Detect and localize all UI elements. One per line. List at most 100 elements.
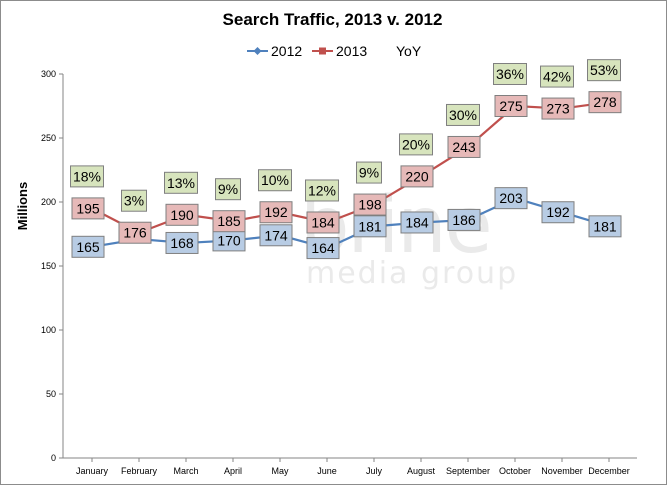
data-label-2012-box xyxy=(541,201,575,224)
y-tick-label: 0 xyxy=(51,453,56,463)
data-label-2013-box xyxy=(71,197,105,220)
data-label-2013: 195 xyxy=(76,200,100,216)
data-label-2012-box xyxy=(588,215,622,238)
data-label-2012-box xyxy=(71,235,105,258)
data-label-2013-box xyxy=(588,91,622,114)
yoy-label-box xyxy=(164,171,198,194)
data-label-2013: 190 xyxy=(170,207,194,223)
x-tick-label: May xyxy=(271,466,289,476)
data-label-2012: 184 xyxy=(405,214,429,230)
data-label-2012-box xyxy=(259,224,293,247)
yoy-label: 3% xyxy=(124,193,144,209)
data-label-2012-box xyxy=(165,231,199,254)
yoy-label: 9% xyxy=(359,165,379,181)
x-tick-label: July xyxy=(366,466,383,476)
data-label-2013: 278 xyxy=(593,94,617,110)
y-tick-label: 250 xyxy=(41,133,56,143)
x-tick-label: November xyxy=(541,466,583,476)
yoy-label: 13% xyxy=(167,175,195,191)
y-tick-label: 150 xyxy=(41,261,56,271)
data-label-2012: 192 xyxy=(546,204,570,220)
data-label-2012-box xyxy=(306,237,340,260)
data-label-2013: 243 xyxy=(452,139,476,155)
legend: 2012 2013 YoY xyxy=(247,43,422,59)
yoy-label-box xyxy=(305,179,339,202)
x-tick-label: June xyxy=(317,466,337,476)
data-label-2012: 181 xyxy=(358,218,382,234)
y-tick-label: 100 xyxy=(41,325,56,335)
data-label-2013-box xyxy=(494,95,528,117)
data-label-2013-box xyxy=(259,201,293,224)
data-label-2012: 165 xyxy=(76,239,100,255)
legend-label-2012: 2012 xyxy=(271,43,302,59)
data-label-2012-box xyxy=(494,187,528,210)
data-label-2013: 185 xyxy=(217,213,241,229)
legend-marker-2012 xyxy=(253,47,262,55)
x-tick-label: August xyxy=(407,466,436,476)
data-label-2013-box xyxy=(165,203,199,226)
data-label-2013: 192 xyxy=(264,204,288,220)
data-label-2013-box xyxy=(541,97,575,120)
yoy-label-box xyxy=(399,133,433,156)
watermark-line2: media group xyxy=(306,256,518,291)
data-label-2013-box xyxy=(353,193,387,216)
data-label-2013-box xyxy=(447,135,481,158)
yoy-label: 30% xyxy=(449,107,477,123)
data-label-2013-box xyxy=(400,165,434,188)
data-label-2013-box xyxy=(212,210,246,233)
yoy-label: 9% xyxy=(218,181,238,197)
x-tick-label: March xyxy=(173,466,198,476)
legend-label-yoy: YoY xyxy=(396,43,422,59)
y-tick-label: 50 xyxy=(46,389,56,399)
yoy-label-box xyxy=(540,65,574,88)
x-tick-label: October xyxy=(499,466,531,476)
data-label-2013-box xyxy=(306,211,340,234)
yoy-label-box xyxy=(356,161,382,184)
x-tick-label: April xyxy=(224,466,242,476)
yoy-label: 53% xyxy=(590,62,618,78)
data-label-2012: 181 xyxy=(593,218,617,234)
data-label-2013: 220 xyxy=(405,168,429,184)
data-label-2013: 176 xyxy=(123,225,147,241)
data-label-2012-box xyxy=(353,215,387,238)
y-axis-title: Millions xyxy=(15,182,30,230)
yoy-label-box xyxy=(215,178,241,201)
yoy-label-box xyxy=(493,63,527,85)
data-label-2012: 186 xyxy=(452,212,476,228)
y-tick-label: 200 xyxy=(41,197,56,207)
x-tick-label: January xyxy=(76,466,109,476)
data-label-2012: 203 xyxy=(499,190,523,206)
data-labels-layer: 165 168 170 174 164 181 184 186 203 192 181 195 176 1… xyxy=(70,59,622,260)
x-tick-label: September xyxy=(446,466,490,476)
legend-label-2013: 2013 xyxy=(336,43,367,59)
data-label-2013: 273 xyxy=(546,101,570,117)
yoy-label: 18% xyxy=(73,168,101,184)
axes: 0 50 100 150 200 250 300 January February March Ap… xyxy=(15,69,637,476)
yoy-label-box xyxy=(70,165,104,188)
data-label-2012: 174 xyxy=(264,227,288,243)
data-label-2012: 170 xyxy=(217,232,241,248)
y-tick-label: 300 xyxy=(41,69,56,79)
data-label-2013-box xyxy=(118,221,152,244)
yoy-label: 36% xyxy=(496,66,524,82)
data-label-2012: 168 xyxy=(170,235,194,251)
chart-title: Search Traffic, 2013 v. 2012 xyxy=(222,10,443,29)
data-label-2012: 164 xyxy=(311,240,335,256)
yoy-label: 20% xyxy=(402,136,430,152)
yoy-label-box xyxy=(121,189,147,212)
yoy-label-box xyxy=(587,59,621,82)
x-tick-label: December xyxy=(588,466,630,476)
data-label-2013: 184 xyxy=(311,214,335,230)
yoy-label-box xyxy=(446,103,480,126)
legend-marker-2013 xyxy=(319,47,326,55)
yoy-label: 12% xyxy=(308,182,336,198)
data-label-2012-box xyxy=(447,208,481,231)
yoy-label-box xyxy=(258,169,292,192)
data-label-2013: 198 xyxy=(358,197,382,213)
data-label-2012-box xyxy=(400,211,434,234)
data-label-2013: 275 xyxy=(499,98,523,114)
yoy-label: 10% xyxy=(261,172,289,188)
x-tick-label: February xyxy=(121,466,158,476)
yoy-label: 42% xyxy=(543,69,571,85)
